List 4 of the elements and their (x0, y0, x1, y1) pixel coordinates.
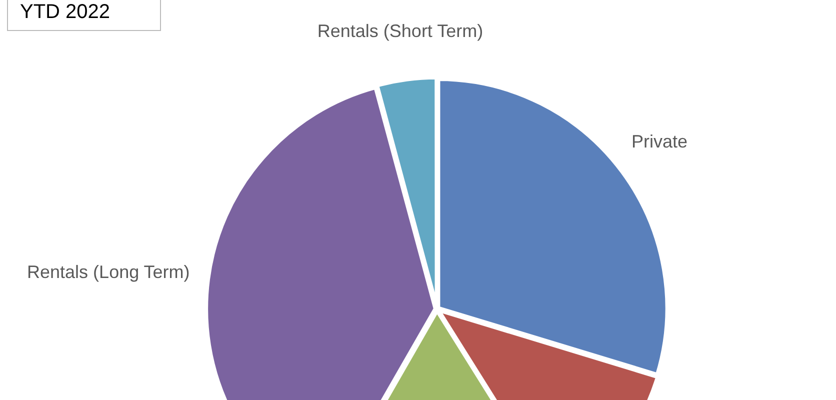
slice-label: Private (631, 132, 688, 152)
slice-label: Rentals (Long Term) (27, 262, 190, 282)
slice-label: Rentals (Short Term) (317, 21, 484, 42)
chart-title: YTD 2022 (7, 0, 162, 31)
